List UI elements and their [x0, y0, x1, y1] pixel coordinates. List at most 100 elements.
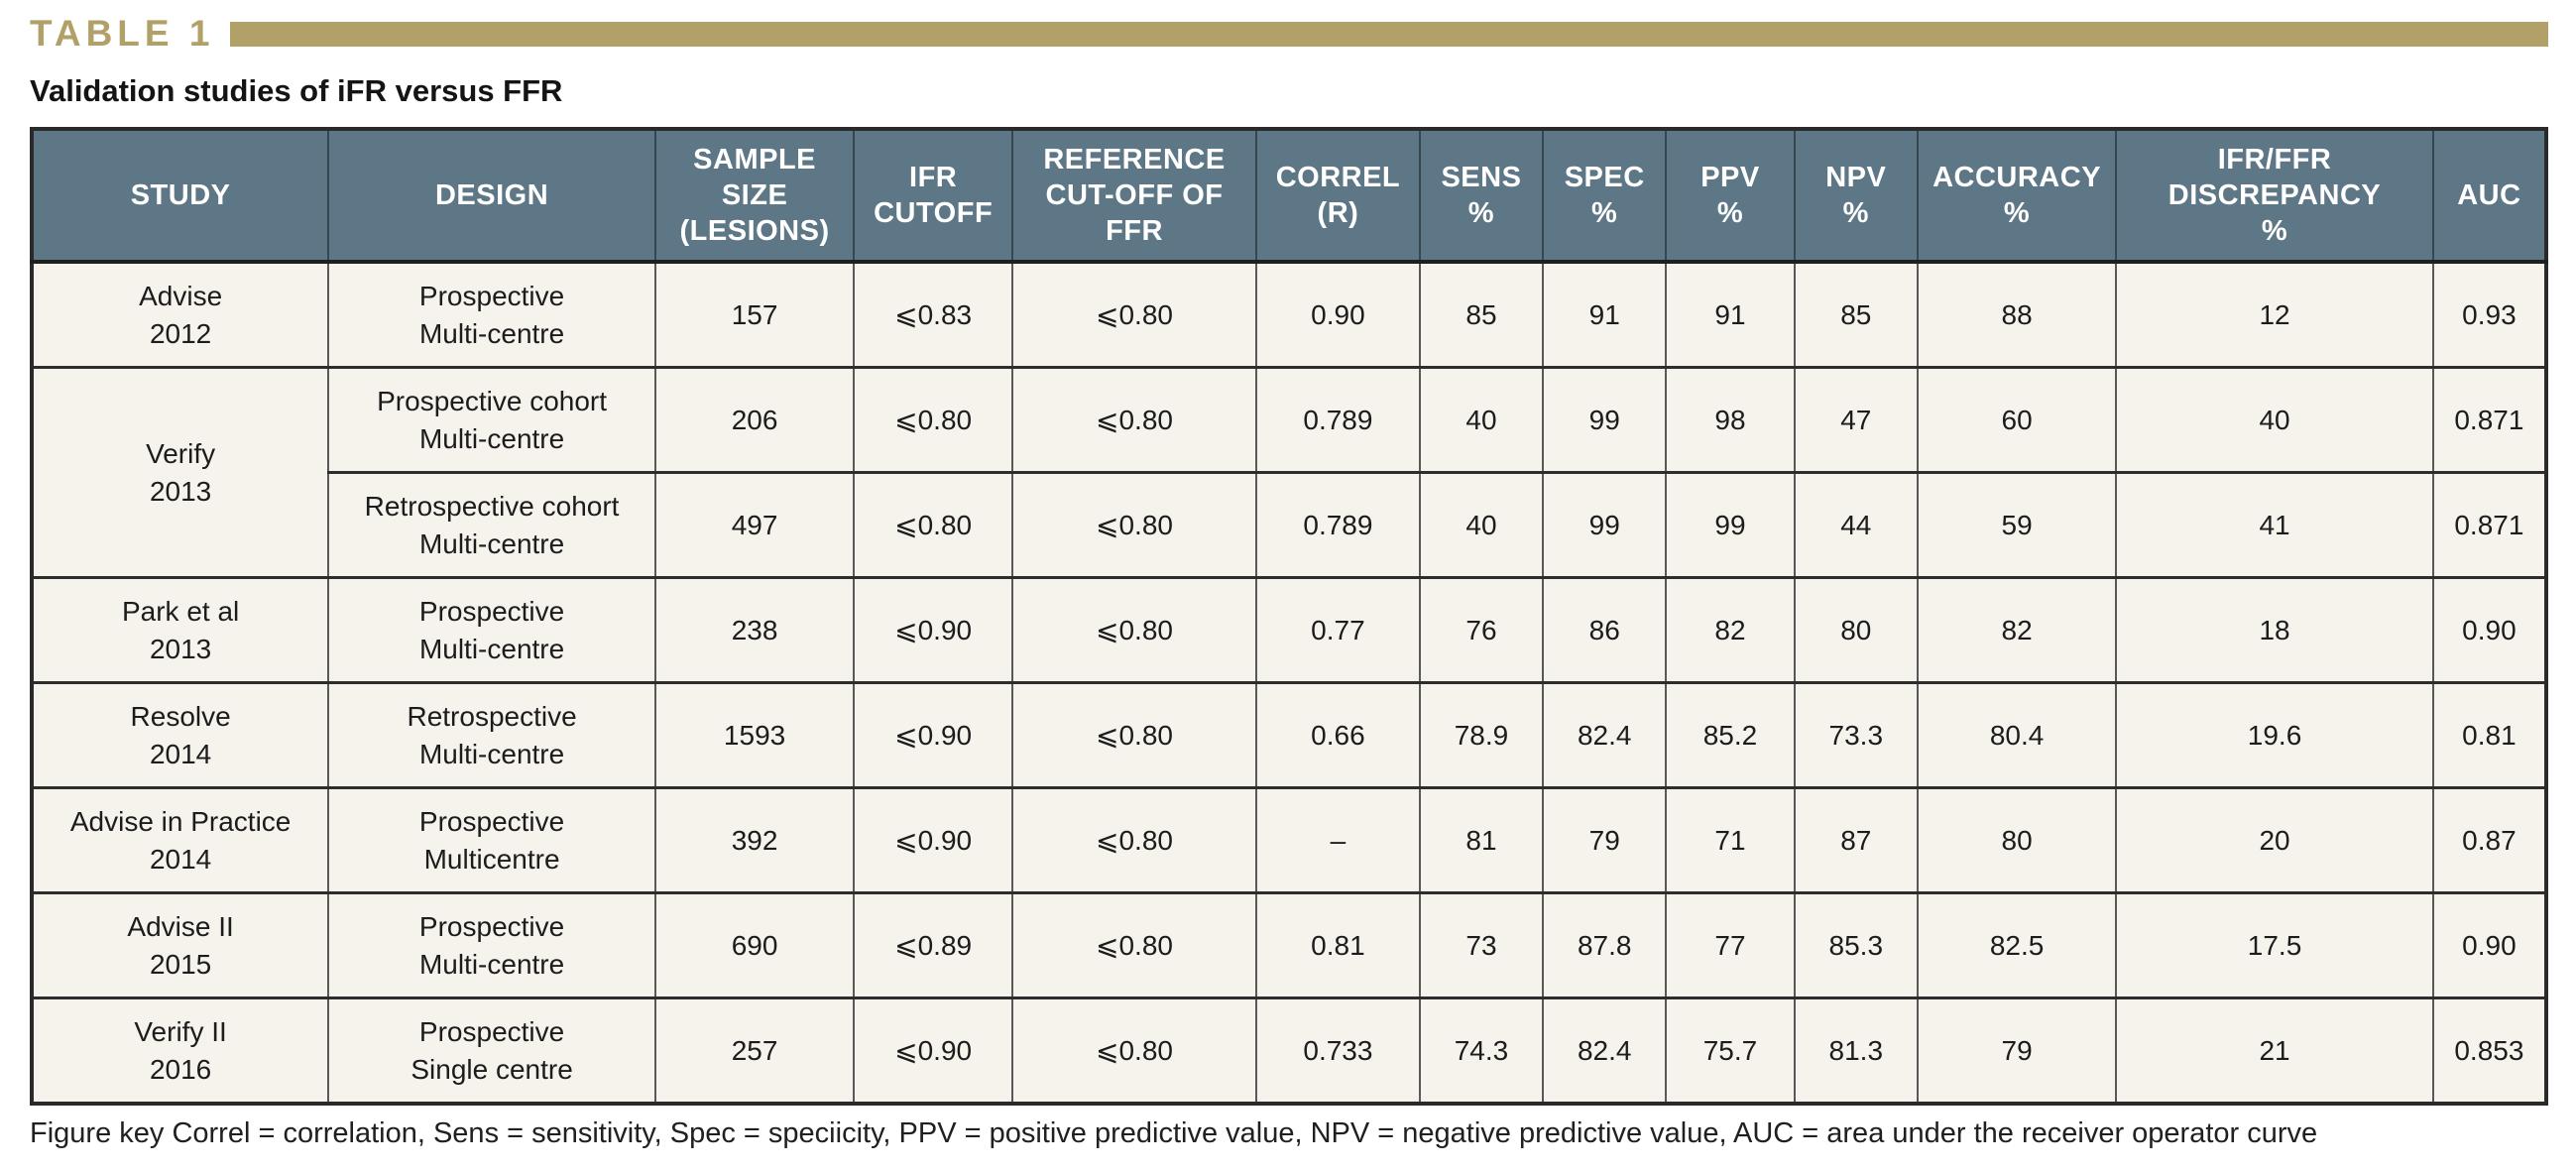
- design-cell: Prospective Multi-centre: [327, 260, 656, 369]
- value-cell: 82: [1665, 576, 1796, 684]
- table-row: Verify II 2016 Prospective Single centre 2…: [30, 996, 2548, 1106]
- value-cell: 80: [1916, 786, 2118, 894]
- value-cell: 91: [1665, 260, 1796, 369]
- table-row: Advise 2012 Prospective Multi-centre 157 ⩽0…: [30, 260, 2548, 369]
- value-cell: 47: [1793, 366, 1919, 474]
- value-cell: ⩽0.90: [853, 786, 1014, 894]
- value-cell: 20: [2115, 786, 2434, 894]
- table-row: Verify 2013 Prospective cohort Multi-cent…: [30, 366, 2548, 579]
- value-cell: 157: [653, 260, 856, 369]
- value-cell: 497: [653, 471, 856, 579]
- value-cell: 0.81: [2431, 681, 2548, 789]
- value-cell: ⩽0.80: [1011, 786, 1257, 894]
- value-cell: 0.81: [1255, 891, 1421, 999]
- value-cell: 79: [1916, 996, 2118, 1106]
- value-cell: 0.90: [2431, 576, 2548, 684]
- value-cell: 1593: [653, 681, 856, 789]
- value-cell: 19.6: [2115, 681, 2434, 789]
- value-cell: 82.4: [1542, 681, 1668, 789]
- column-header: NPV %: [1793, 129, 1919, 264]
- value-cell: 88: [1916, 260, 2118, 369]
- value-cell: 690: [653, 891, 856, 999]
- value-cell: ⩽0.80: [853, 471, 1014, 579]
- value-cell: 99: [1542, 471, 1668, 579]
- study-cell: Verify 2013: [30, 366, 330, 579]
- design-cell: Prospective Single centre: [327, 996, 656, 1106]
- value-cell: ⩽0.80: [1011, 576, 1257, 684]
- column-header: DESIGN: [327, 129, 656, 264]
- value-cell: 73.3: [1793, 681, 1919, 789]
- value-cell: 77: [1665, 891, 1796, 999]
- table-row: Retrospective cohort Multi-centre 497 ⩽0.8…: [32, 471, 2548, 579]
- value-cell: ⩽0.80: [1011, 891, 1257, 999]
- value-cell: ⩽0.80: [1011, 996, 1257, 1106]
- value-cell: 392: [653, 786, 856, 894]
- study-cell: Verify II 2016: [30, 996, 330, 1106]
- value-cell: 0.853: [2431, 996, 2548, 1106]
- value-cell: 0.93: [2431, 260, 2548, 369]
- column-header: AUC: [2431, 129, 2548, 264]
- column-header: CORREL (R): [1255, 129, 1421, 264]
- value-cell: 41: [2115, 471, 2434, 579]
- value-cell: ⩽0.80: [1011, 681, 1257, 789]
- table-row: Advise in Practice 2014 Prospective Multi…: [30, 786, 2548, 894]
- value-cell: 86: [1542, 576, 1668, 684]
- value-cell: ⩽0.83: [853, 260, 1014, 369]
- validation-studies-table: STUDY DESIGN SAMPLE SIZE (LESIONS) IFR CUTO…: [30, 127, 2548, 1106]
- table-body: Advise 2012 Prospective Multi-centre 157 ⩽0…: [30, 260, 2548, 1106]
- value-cell: 82.5: [1916, 891, 2118, 999]
- value-cell: 73: [1418, 891, 1545, 999]
- design-cell: Retrospective cohort Multi-centre: [327, 471, 656, 579]
- design-cell: Prospective Multi-centre: [327, 891, 656, 999]
- table-label: TABLE 1: [30, 13, 215, 54]
- value-cell: 81.3: [1793, 996, 1919, 1106]
- design-cell: Prospective Multicentre: [327, 786, 656, 894]
- value-cell: ⩽0.80: [853, 366, 1014, 474]
- value-cell: 78.9: [1418, 681, 1545, 789]
- value-cell: 85.2: [1665, 681, 1796, 789]
- value-cell: 0.66: [1255, 681, 1421, 789]
- study-cell: Park et al 2013: [30, 576, 330, 684]
- header-row: STUDY DESIGN SAMPLE SIZE (LESIONS) IFR CUTO…: [30, 129, 2548, 264]
- value-cell: ⩽0.90: [853, 576, 1014, 684]
- value-cell: 0.733: [1255, 996, 1421, 1106]
- value-cell: ⩽0.90: [853, 681, 1014, 789]
- design-cell: Prospective cohort Multi-centre: [327, 366, 656, 474]
- value-cell: 82.4: [1542, 996, 1668, 1106]
- design-cell: Prospective Multi-centre: [327, 576, 656, 684]
- value-cell: 0.789: [1255, 366, 1421, 474]
- value-cell: 99: [1542, 366, 1668, 474]
- column-header: PPV %: [1665, 129, 1796, 264]
- table-title: Validation studies of iFR versus FFR: [30, 73, 563, 108]
- value-cell: 79: [1542, 786, 1668, 894]
- value-cell: 80: [1793, 576, 1919, 684]
- value-cell: 21: [2115, 996, 2434, 1106]
- value-cell: 59: [1916, 471, 2118, 579]
- value-cell: 17.5: [2115, 891, 2434, 999]
- value-cell: 0.90: [2431, 891, 2548, 999]
- value-cell: 0.90: [1255, 260, 1421, 369]
- column-header: IFR/FFR DISCREPANCY %: [2115, 129, 2434, 264]
- value-cell: 257: [653, 996, 856, 1106]
- value-cell: 76: [1418, 576, 1545, 684]
- column-header: SENS %: [1418, 129, 1545, 264]
- value-cell: 85: [1793, 260, 1919, 369]
- study-cell: Advise II 2015: [30, 891, 330, 999]
- value-cell: 82: [1916, 576, 2118, 684]
- value-cell: 0.871: [2431, 366, 2548, 474]
- value-cell: ⩽0.89: [853, 891, 1014, 999]
- value-cell: 80.4: [1916, 681, 2118, 789]
- study-cell: Resolve 2014: [30, 681, 330, 789]
- value-cell: 206: [653, 366, 856, 474]
- column-header: IFR CUTOFF: [853, 129, 1014, 264]
- value-cell: 91: [1542, 260, 1668, 369]
- value-cell: 85.3: [1793, 891, 1919, 999]
- column-header: STUDY: [30, 129, 330, 264]
- value-cell: 238: [653, 576, 856, 684]
- value-cell: 40: [1418, 471, 1545, 579]
- value-cell: –: [1255, 786, 1421, 894]
- value-cell: 85: [1418, 260, 1545, 369]
- study-cell: Advise 2012: [30, 260, 330, 369]
- value-cell: ⩽0.80: [1011, 366, 1257, 474]
- figure-key: Figure key Correl = correlation, Sens = …: [30, 1117, 2318, 1149]
